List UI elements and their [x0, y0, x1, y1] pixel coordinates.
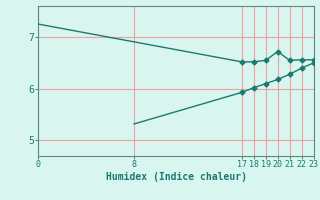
X-axis label: Humidex (Indice chaleur): Humidex (Indice chaleur): [106, 172, 246, 182]
